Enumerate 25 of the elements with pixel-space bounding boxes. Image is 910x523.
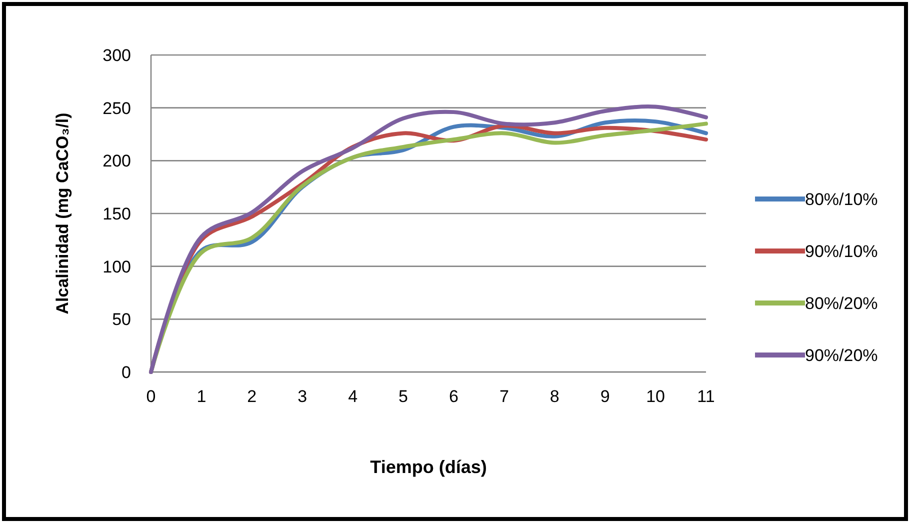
x-tick-label: 0 — [146, 387, 156, 406]
x-tick-label: 1 — [196, 387, 206, 406]
legend-label: 80%/20% — [805, 294, 878, 313]
x-tick-label: 2 — [247, 387, 257, 406]
y-tick-label: 250 — [102, 98, 131, 118]
y-tick-label: 0 — [122, 362, 131, 382]
legend-label: 90%/20% — [805, 346, 878, 365]
legend-label: 90%/10% — [805, 242, 878, 261]
x-tick-label: 4 — [348, 387, 358, 406]
y-tick-label: 200 — [102, 152, 131, 171]
x-axis-title: Tiempo (días) — [370, 457, 487, 477]
x-tick-label: 8 — [550, 387, 560, 406]
x-tick-label: 11 — [697, 387, 715, 406]
y-tick-label: 100 — [102, 257, 131, 276]
legend-label: 80%/10% — [805, 190, 878, 209]
x-tick-label: 7 — [499, 387, 509, 406]
x-tick-label: 10 — [646, 387, 666, 406]
x-tick-label: 6 — [448, 387, 458, 406]
y-tick-label: 50 — [112, 310, 131, 330]
y-axis-title: Alcalinidad (mg CaCO₃/l) — [53, 112, 72, 314]
x-tick-label: 9 — [600, 387, 610, 406]
x-tick-label: 5 — [398, 387, 408, 406]
y-tick-label: 300 — [102, 46, 131, 65]
y-tick-label: 150 — [102, 204, 131, 224]
x-tick-label: 3 — [298, 387, 308, 406]
